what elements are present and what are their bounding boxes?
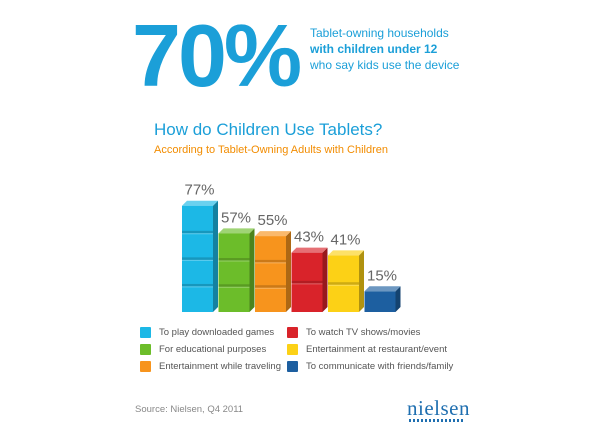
- legend-swatch: [140, 361, 151, 372]
- value-label: 41%: [330, 231, 360, 248]
- legend-item: To communicate with friends/family: [287, 361, 453, 372]
- legend-swatch: [287, 327, 298, 338]
- legend-swatch: [287, 361, 298, 372]
- bar: [182, 200, 218, 312]
- bar: [364, 286, 401, 312]
- legend-label: To communicate with friends/family: [306, 361, 454, 372]
- bar: [218, 228, 255, 312]
- legend-item: Entertainment at restaurant/event: [287, 344, 447, 355]
- legend-label: To play downloaded games: [159, 327, 275, 338]
- legend-item: For educational purposes: [140, 344, 266, 355]
- value-label: 77%: [184, 182, 214, 199]
- bar: [291, 247, 328, 312]
- headline-line3: who say kids use the device: [310, 58, 460, 72]
- headline-stat: 70%: [132, 6, 302, 105]
- bar: [255, 231, 291, 312]
- headline-line1: Tablet-owning households: [310, 26, 449, 40]
- legend-swatch: [140, 344, 151, 355]
- legend-label: To watch TV shows/movies: [306, 327, 421, 338]
- legend-label: For educational purposes: [159, 344, 267, 355]
- headline-caption: Tablet-owning households with children u…: [310, 25, 459, 73]
- legend-item: To play downloaded games: [140, 327, 274, 338]
- value-label: 55%: [257, 212, 287, 229]
- source-note: Source: Nielsen, Q4 2011: [135, 404, 244, 415]
- bar: [328, 250, 364, 312]
- legend-item: To watch TV shows/movies: [287, 327, 420, 338]
- legend-swatch: [140, 327, 151, 338]
- value-label: 15%: [367, 267, 397, 284]
- logo-dots: [409, 419, 465, 422]
- legend-swatch: [287, 344, 298, 355]
- value-label: 57%: [221, 209, 251, 226]
- value-label: 43%: [294, 229, 324, 246]
- legend-item: Entertainment while traveling: [140, 361, 281, 372]
- legend-label: Entertainment while traveling: [159, 361, 281, 372]
- headline-line2: with children under 12: [310, 42, 438, 56]
- chart-subtitle: According to Tablet-Owning Adults with C…: [154, 144, 388, 156]
- chart-title: How do Children Use Tablets?: [154, 120, 383, 139]
- nielsen-logo: nielsen: [407, 396, 470, 420]
- legend-label: Entertainment at restaurant/event: [306, 344, 447, 355]
